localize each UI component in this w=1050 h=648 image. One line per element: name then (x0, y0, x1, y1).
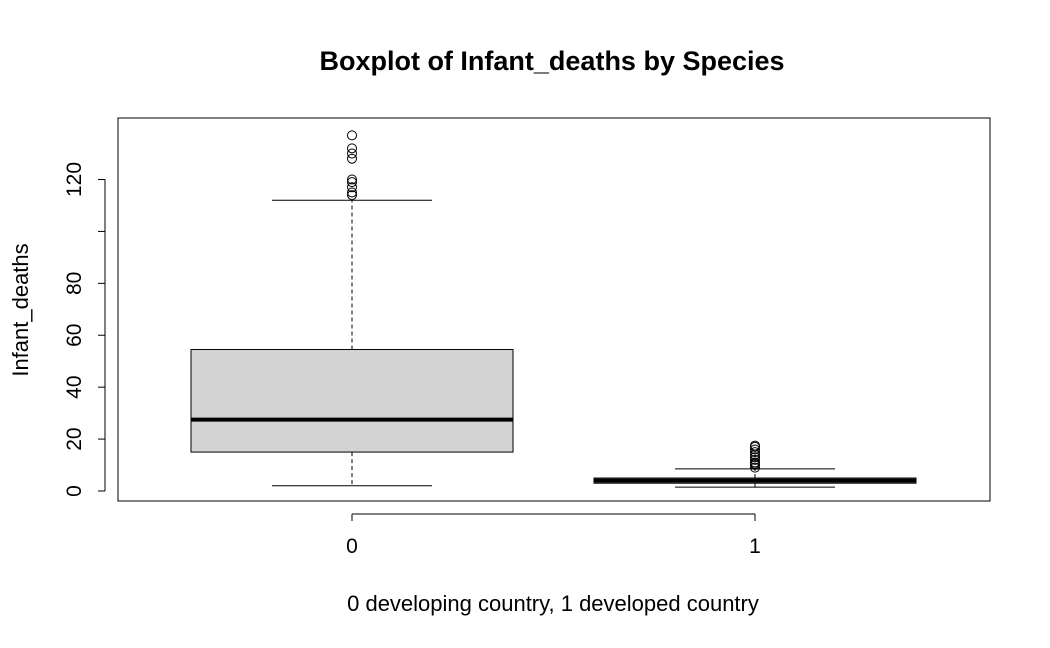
y-tick-label: 60 (63, 324, 86, 347)
y-tick-label: 80 (63, 272, 86, 295)
y-axis-label: Infant_deaths (8, 243, 33, 376)
outlier-point (347, 174, 357, 185)
outlier-point (347, 177, 357, 188)
outlier-point (347, 153, 357, 164)
outlier-point (347, 190, 357, 201)
y-tick-label: 20 (63, 427, 86, 450)
outlier-point (347, 182, 357, 193)
box-1 (593, 440, 917, 488)
iqr-box (190, 349, 514, 453)
outlier-point (347, 187, 357, 198)
outlier-point (347, 143, 357, 154)
y-tick-label: 40 (63, 375, 86, 398)
outlier-point (750, 444, 760, 455)
outlier-point (750, 440, 760, 451)
outlier-point (750, 447, 760, 458)
outlier-point (347, 130, 357, 141)
outlier-point (750, 452, 760, 463)
outlier-point (347, 148, 357, 159)
chart-title: Boxplot of Infant_deaths by Species (319, 46, 784, 76)
outlier-point (750, 457, 760, 468)
x-tick-label: 1 (749, 535, 761, 558)
x-axis-label: 0 developing country, 1 developed countr… (347, 591, 759, 616)
outlier-point (750, 454, 760, 465)
outlier-point (750, 462, 760, 473)
y-axis: 0 20 40 60 80 120 (63, 162, 106, 497)
y-tick-label: 0 (63, 485, 86, 497)
boxes-group (190, 130, 917, 488)
x-tick-label: 0 (346, 535, 358, 558)
plot-frame (117, 117, 991, 502)
y-tick-label: 120 (63, 162, 86, 197)
box-0 (190, 130, 514, 487)
